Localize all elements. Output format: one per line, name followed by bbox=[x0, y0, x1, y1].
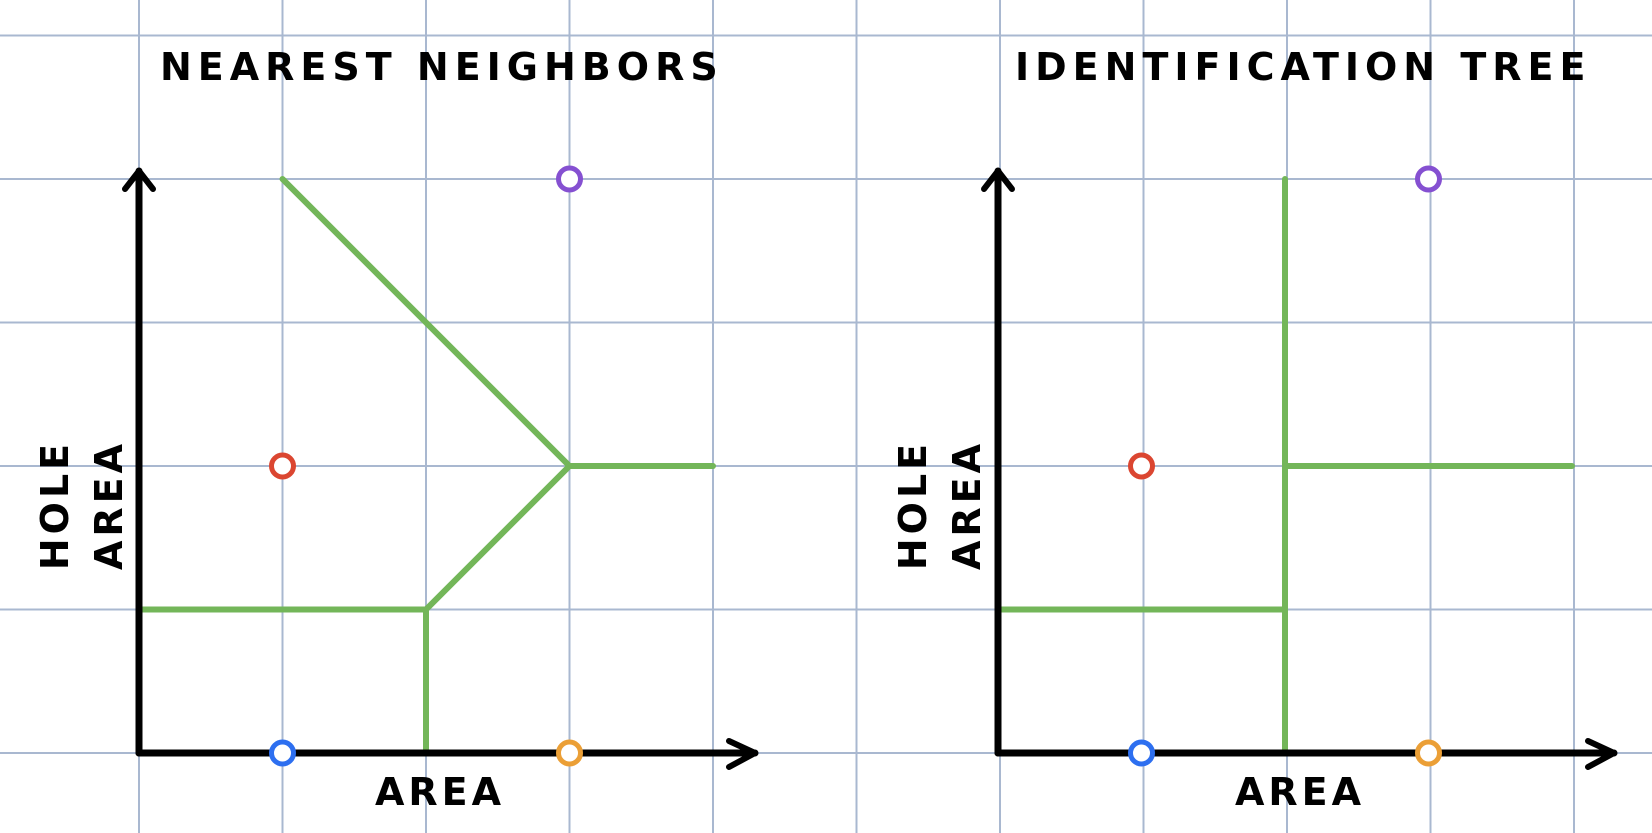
y-axis-label-line1: HOLE bbox=[891, 440, 935, 570]
axes bbox=[122, 167, 759, 770]
y-axis-label-line2: AREA bbox=[945, 440, 989, 570]
data-point-red bbox=[269, 452, 296, 480]
decision-boundaries bbox=[136, 176, 716, 756]
panel-title: NEAREST NEIGHBORS bbox=[160, 45, 724, 89]
data-point-purple bbox=[556, 165, 583, 193]
data-point-orange bbox=[556, 739, 583, 767]
data-point-blue bbox=[269, 739, 296, 767]
x-axis-label: AREA bbox=[375, 770, 505, 814]
data-point-blue bbox=[1128, 739, 1155, 767]
panel-nearest-neighbors: NEAREST NEIGHBORS AREA HOLE AREA bbox=[33, 45, 759, 814]
data-points bbox=[269, 165, 583, 767]
x-axis-label: AREA bbox=[1235, 770, 1365, 814]
decision-boundaries bbox=[995, 176, 1575, 756]
data-point-red bbox=[1128, 452, 1155, 480]
panel-title: IDENTIFICATION TREE bbox=[1015, 45, 1591, 89]
x-axis-arrowhead bbox=[726, 738, 758, 770]
data-points bbox=[1128, 165, 1442, 767]
axes bbox=[981, 167, 1618, 770]
y-axis-label-line1: HOLE bbox=[33, 440, 77, 570]
x-axis-arrowhead bbox=[1585, 738, 1617, 770]
data-point-purple bbox=[1415, 165, 1442, 193]
y-axis-label-line2: AREA bbox=[87, 440, 131, 570]
boundary-segment bbox=[423, 463, 573, 613]
y-axis-arrowhead bbox=[122, 168, 156, 192]
y-axis-arrowhead bbox=[981, 168, 1015, 192]
boundary-segment bbox=[279, 176, 573, 469]
panel-identification-tree: IDENTIFICATION TREE AREA HOLE AREA bbox=[891, 45, 1618, 814]
data-point-orange bbox=[1415, 739, 1442, 767]
